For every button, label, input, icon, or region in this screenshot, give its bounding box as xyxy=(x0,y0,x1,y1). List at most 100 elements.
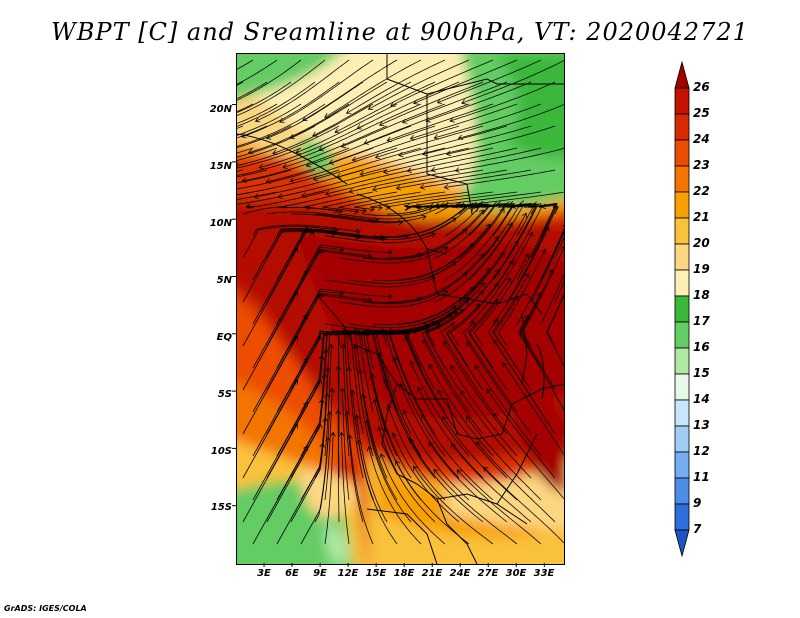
lat-label-20n: 20N xyxy=(209,104,232,115)
streamline-arrowhead xyxy=(247,148,254,155)
streamline xyxy=(387,253,484,303)
streamline xyxy=(276,443,324,545)
streamline xyxy=(447,282,499,369)
streamline xyxy=(421,414,494,501)
streamline xyxy=(370,191,470,209)
streamline xyxy=(368,59,470,110)
streamline-arrowhead xyxy=(335,409,342,415)
colorbar-box xyxy=(674,373,690,401)
streamline-arrowhead xyxy=(355,228,361,235)
streamline-arrowhead xyxy=(478,253,485,259)
streamline-arrowhead xyxy=(523,314,529,320)
streamline-arrowhead xyxy=(241,132,247,139)
streamline-arrowhead xyxy=(493,282,499,288)
streamline xyxy=(237,81,244,86)
colorbar-box xyxy=(674,503,690,531)
streamline xyxy=(434,103,542,139)
streamline-arrowhead xyxy=(325,436,331,442)
colorbar-label-15: 15 xyxy=(693,366,710,380)
streamline-arrowhead xyxy=(486,388,492,394)
streamline xyxy=(433,469,518,545)
lon-label-24e: 24E xyxy=(449,568,471,579)
streamline xyxy=(434,203,496,259)
lon-label-18e: 18E xyxy=(393,568,415,579)
streamline xyxy=(348,366,364,479)
streamline xyxy=(468,277,511,369)
streamline-arrowhead xyxy=(341,327,347,334)
streamline xyxy=(364,103,470,144)
streamline xyxy=(371,327,424,391)
streamline-arrowhead xyxy=(394,459,401,466)
streamline-arrowhead xyxy=(540,203,547,210)
streamline xyxy=(546,294,564,347)
streamline xyxy=(362,394,398,501)
streamline xyxy=(458,103,564,139)
streamline-arrowhead xyxy=(513,295,519,302)
streamline xyxy=(266,211,379,221)
lon-label-3e: 3E xyxy=(257,568,271,579)
streamline xyxy=(352,125,460,161)
streamline-arrowhead xyxy=(446,314,453,320)
streamline-arrowhead xyxy=(392,356,398,362)
colorbar-box xyxy=(674,347,690,375)
streamline xyxy=(368,446,422,545)
streamline-arrowhead xyxy=(254,117,261,123)
streamline-arrowhead xyxy=(293,291,298,297)
colorbar-label-22: 22 xyxy=(693,184,710,198)
streamline xyxy=(241,81,340,138)
streamline xyxy=(246,191,326,208)
streamline-arrowhead xyxy=(470,320,476,327)
colorbar-box xyxy=(674,165,690,193)
streamline xyxy=(248,103,350,154)
lon-label-15e: 15E xyxy=(365,568,387,579)
streamline xyxy=(237,191,254,196)
streamline xyxy=(437,59,542,104)
streamline xyxy=(395,460,470,545)
streamline xyxy=(466,416,542,501)
streamline xyxy=(242,247,298,347)
streamline xyxy=(396,224,491,281)
streamline xyxy=(388,332,436,435)
streamline xyxy=(375,331,412,435)
streamline xyxy=(410,204,490,259)
streamline xyxy=(349,169,460,193)
streamline xyxy=(497,249,546,347)
lat-label-15n: 15N xyxy=(209,161,232,172)
streamline-arrowhead xyxy=(351,156,358,162)
streamline-arrowhead xyxy=(348,188,354,194)
streamline-arrowhead xyxy=(316,378,323,384)
streamline xyxy=(431,147,542,171)
streamline-arrowhead xyxy=(474,364,480,371)
streamline xyxy=(237,59,278,85)
streamline-arrowhead xyxy=(340,142,347,149)
streamline-arrowhead xyxy=(364,347,370,354)
streamline xyxy=(346,59,446,114)
streamline-arrowhead xyxy=(367,252,373,259)
streamline-arrowhead xyxy=(421,413,427,420)
streamline xyxy=(445,304,484,391)
streamline-arrowhead xyxy=(324,113,330,118)
streamline xyxy=(290,147,398,182)
streamline-arrowhead xyxy=(403,335,410,341)
streamline xyxy=(338,205,441,220)
streamline-arrowhead xyxy=(395,184,402,191)
streamline-arrowhead xyxy=(369,373,376,379)
streamline xyxy=(460,390,532,479)
streamline xyxy=(474,365,542,457)
streamline-arrowhead xyxy=(521,212,527,219)
streamline xyxy=(346,411,364,523)
streamline-arrowhead xyxy=(478,290,484,296)
streamline xyxy=(379,81,484,126)
streamline xyxy=(237,147,278,161)
streamline xyxy=(434,222,513,303)
streamline xyxy=(324,233,436,244)
streamline xyxy=(237,125,268,139)
streamline-arrowhead xyxy=(403,205,410,211)
streamline xyxy=(312,81,412,137)
streamline-arrowhead xyxy=(419,184,425,190)
streamline-arrowhead xyxy=(366,330,373,337)
streamline-arrowhead xyxy=(458,308,464,314)
streamline-arrowhead xyxy=(323,392,330,398)
streamline xyxy=(237,125,292,149)
streamline xyxy=(399,383,460,479)
